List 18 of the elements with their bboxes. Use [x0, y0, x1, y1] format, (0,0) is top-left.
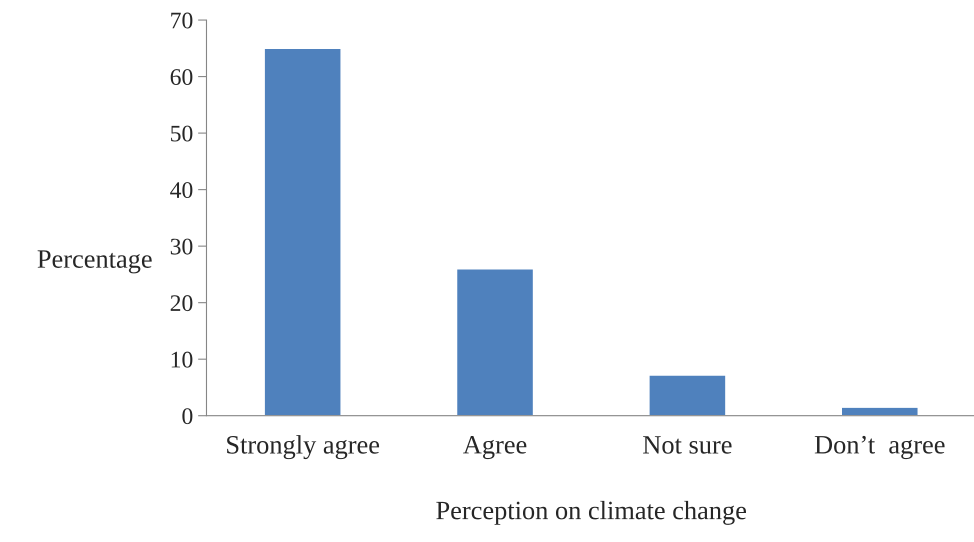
y-tick-label: 60	[170, 69, 192, 85]
bar	[264, 48, 342, 416]
y-tick-label: 50	[171, 126, 192, 142]
bar	[648, 374, 727, 416]
y-tick-label: 0	[182, 408, 192, 424]
x-axis-title: Perception on climate change	[436, 500, 746, 525]
bar	[840, 406, 919, 416]
y-tick-label: 10	[172, 352, 192, 368]
y-tick-label: 40	[170, 182, 192, 198]
y-tick-label: 30	[170, 238, 192, 255]
x-tick-label: Not sure	[643, 436, 732, 454]
y-tick-label: 20	[170, 295, 192, 312]
x-tick-label: Strongly agree	[227, 435, 380, 460]
x-tick-label: Don’t agree	[814, 436, 945, 460]
bar	[456, 268, 534, 416]
y-tick-label: 70	[171, 12, 192, 28]
x-tick-label: Agree	[463, 436, 526, 460]
y-axis-title: Percentage	[38, 250, 152, 274]
